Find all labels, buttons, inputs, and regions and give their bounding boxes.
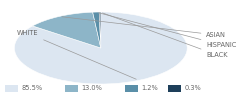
Text: 1.2%: 1.2% xyxy=(142,86,158,92)
Wedge shape xyxy=(93,12,101,48)
Text: 13.0%: 13.0% xyxy=(82,86,102,92)
Wedge shape xyxy=(33,12,101,48)
FancyBboxPatch shape xyxy=(65,85,78,92)
FancyBboxPatch shape xyxy=(5,85,18,92)
Text: WHITE: WHITE xyxy=(17,30,136,79)
Text: BLACK: BLACK xyxy=(102,13,228,58)
Text: 0.3%: 0.3% xyxy=(185,86,202,92)
Text: ASIAN: ASIAN xyxy=(62,17,226,38)
Wedge shape xyxy=(99,12,101,48)
Wedge shape xyxy=(14,12,187,84)
Text: HISPANIC: HISPANIC xyxy=(99,13,237,48)
FancyBboxPatch shape xyxy=(168,85,181,92)
Text: 85.5%: 85.5% xyxy=(22,86,43,92)
FancyBboxPatch shape xyxy=(125,85,138,92)
